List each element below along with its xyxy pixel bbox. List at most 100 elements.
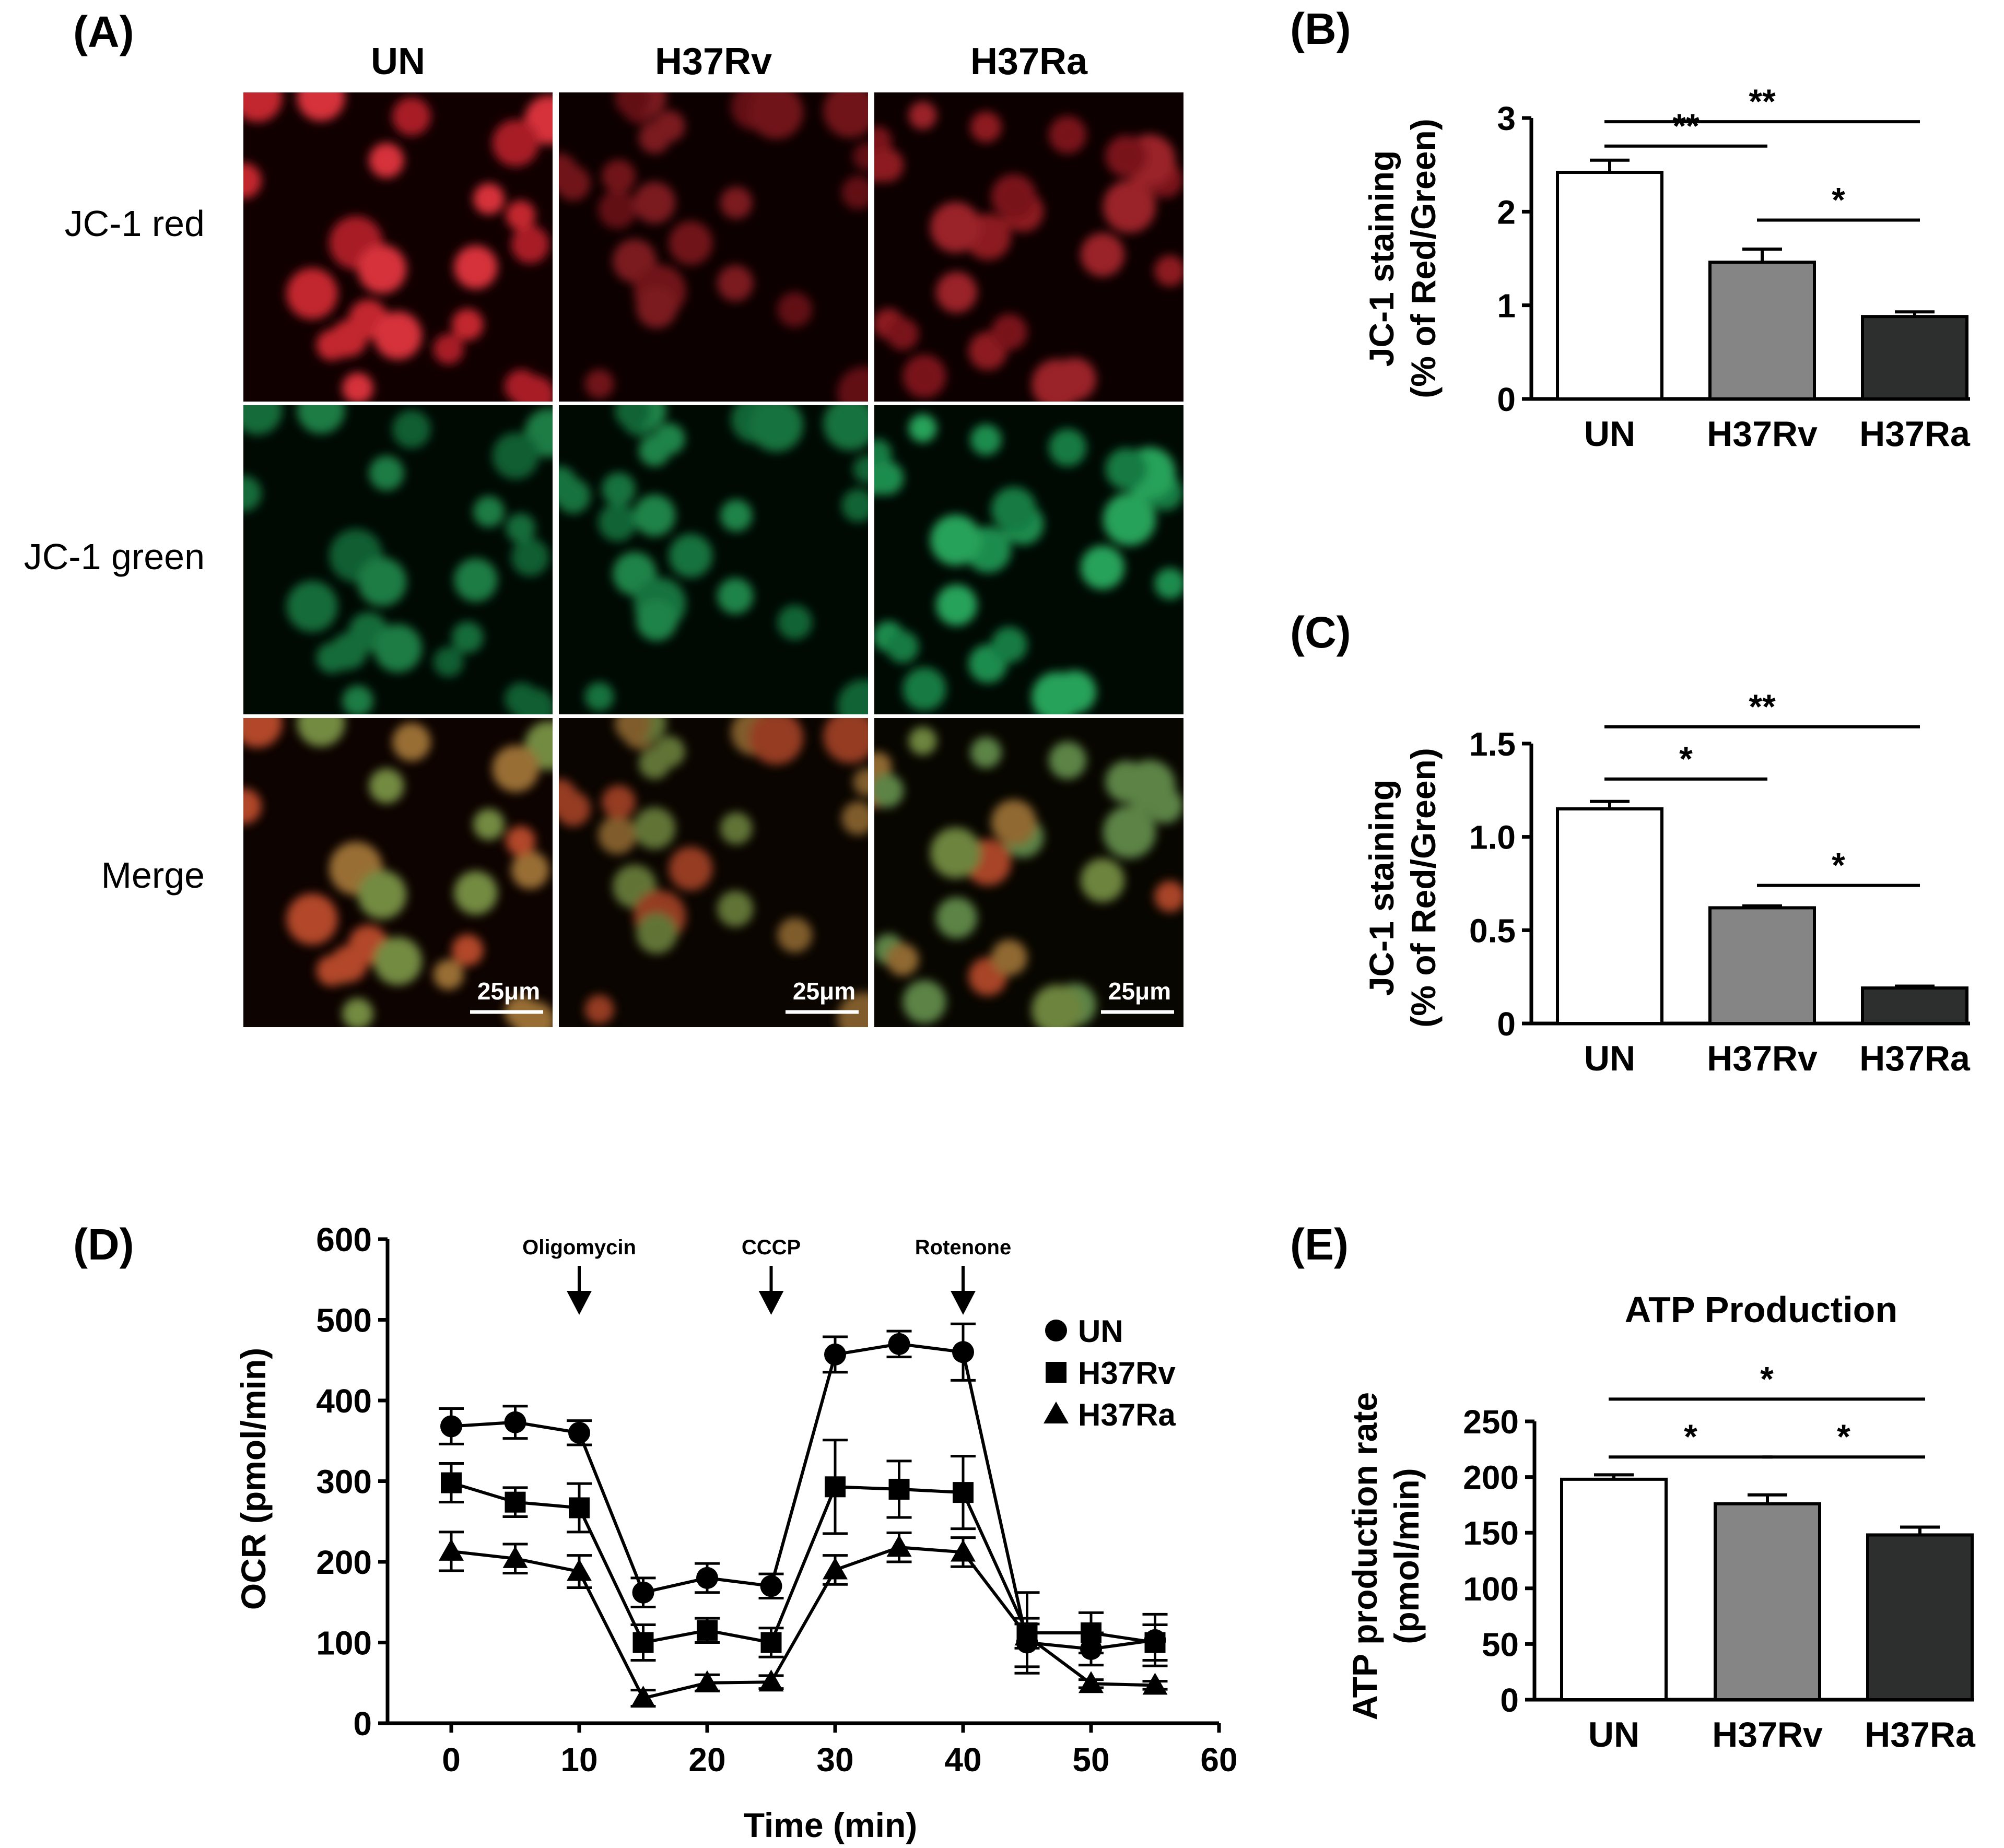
series-line-un (451, 1342, 1155, 1651)
panel-d-letter: (D) (73, 1220, 134, 1269)
data-point-h37ra (695, 1670, 720, 1692)
cell (505, 682, 538, 714)
y-tick-label: 50 (1482, 1626, 1519, 1663)
cell (492, 120, 540, 167)
cell (1154, 255, 1183, 287)
cell (297, 718, 345, 747)
cell (598, 190, 637, 229)
x-tick-label: H37Rv (1707, 1039, 1818, 1078)
y-tick-label: 3 (1497, 100, 1516, 137)
cell (506, 513, 536, 543)
y-tick-label: 200 (1463, 1459, 1519, 1497)
series-line-h37rv (451, 1481, 1155, 1644)
cell (286, 268, 338, 320)
cell (297, 405, 345, 434)
significance-label: * (1832, 180, 1845, 219)
y-tick-label: 500 (316, 1302, 372, 1339)
data-point-un (824, 1343, 846, 1366)
cell (598, 816, 637, 854)
data-point-h37rv (1144, 1632, 1166, 1653)
data-point-un (696, 1567, 718, 1589)
cell (598, 503, 637, 542)
cell (970, 737, 1002, 768)
legend-label-h37rv: H37Rv (1078, 1356, 1176, 1391)
cell (584, 995, 614, 1025)
cell (1081, 545, 1124, 590)
cell (903, 667, 946, 711)
panel-b-letter: (B) (1290, 4, 1351, 53)
cell (991, 487, 1037, 532)
cell (903, 355, 946, 398)
cell (823, 718, 868, 763)
cell-layer (243, 718, 553, 1027)
cell (1081, 858, 1124, 902)
panel-d-chart: (D) Time (min) OCR (pmol/min) 0100200300… (73, 1220, 1238, 1844)
cell (316, 329, 347, 361)
cell (777, 605, 813, 640)
scale-bar-h37rv: 25μm (786, 978, 859, 1014)
cell (853, 455, 868, 484)
panel-e-ylabel-1: ATP production rate (1345, 1392, 1384, 1720)
cell (669, 221, 713, 265)
cell-layer (874, 727, 1183, 1027)
cell (749, 92, 804, 139)
cell (286, 581, 338, 632)
cell (636, 913, 677, 954)
cell (634, 181, 676, 224)
cell-layer (559, 405, 868, 714)
annotation-arrowhead (758, 1291, 784, 1315)
cell (634, 494, 676, 537)
micrograph-grid (243, 92, 1183, 1027)
cell (908, 727, 937, 755)
cell (1154, 880, 1183, 912)
cell (908, 101, 937, 130)
cell (1032, 359, 1083, 402)
row-label-merge: Merge (101, 855, 205, 896)
cell (823, 405, 868, 451)
bar-un (1556, 807, 1663, 1025)
annotation-arrowhead (567, 1291, 592, 1315)
cell (936, 584, 977, 626)
significance-label: * (1832, 846, 1845, 885)
data-point-un (632, 1581, 654, 1604)
cell (392, 410, 431, 449)
y-tick-label: 200 (316, 1544, 372, 1581)
cell (1032, 672, 1083, 714)
cell (853, 142, 868, 171)
cell (506, 826, 536, 856)
bar-h37ra (1866, 1533, 1974, 1702)
data-point-h37rv (953, 1482, 974, 1503)
legend-marker-h37ra (1044, 1402, 1069, 1423)
cell (636, 600, 677, 641)
cell (559, 791, 591, 827)
cell (837, 992, 868, 1027)
cell (991, 799, 1037, 845)
cell (584, 682, 614, 712)
cell (777, 292, 813, 327)
annotation-label: Rotenone (915, 1236, 1011, 1259)
significance-label: ** (1749, 687, 1776, 726)
cell (874, 126, 892, 156)
x-tick-label: 40 (944, 1741, 981, 1779)
cell (584, 369, 614, 399)
cell (1103, 805, 1156, 858)
panel-e-title: ATP Production (1625, 1289, 1897, 1330)
legend-label-h37ra: H37Ra (1078, 1397, 1176, 1432)
data-point-h37rv (632, 1632, 654, 1653)
x-tick-label: 10 (560, 1741, 597, 1779)
cell (473, 496, 505, 527)
cell (559, 478, 591, 514)
cell (473, 808, 505, 840)
cell (720, 812, 753, 845)
panel-c-ylabel-1: JC-1 staining (1362, 780, 1401, 996)
cell (615, 92, 651, 116)
cell (373, 937, 422, 985)
panel-d-xlabel: Time (min) (744, 1806, 917, 1844)
data-point-h37ra (951, 1539, 976, 1562)
data-point-h37ra (439, 1538, 464, 1561)
cell (874, 773, 904, 808)
cell (511, 538, 549, 576)
cell (669, 846, 713, 891)
data-point-un (568, 1421, 590, 1444)
cell (492, 745, 540, 792)
